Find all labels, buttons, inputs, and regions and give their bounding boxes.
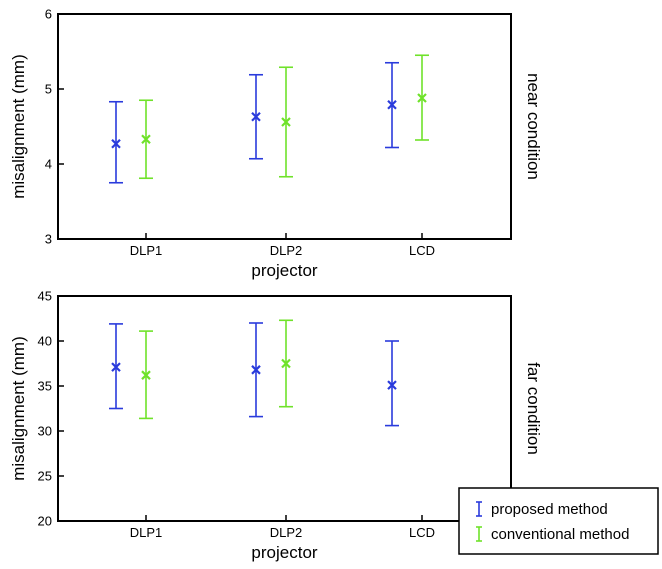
error-bar-point — [249, 322, 263, 418]
mean-marker-stroke-b — [281, 117, 291, 127]
x-tick-label: LCD — [409, 525, 435, 540]
x-tick-label: DLP2 — [270, 243, 303, 258]
mean-marker-stroke-b — [281, 358, 291, 369]
y-tick-label: 5 — [45, 82, 52, 97]
mean-marker-stroke-b — [417, 93, 427, 103]
y-tick-label: 35 — [38, 379, 52, 394]
x-tick-label: DLP1 — [130, 243, 163, 258]
mean-marker-stroke-b — [141, 134, 151, 145]
x-tick-label: DLP2 — [270, 525, 303, 540]
mean-marker-stroke-b — [387, 380, 397, 390]
x-tick-label: LCD — [409, 243, 435, 258]
error-bar-point — [249, 73, 263, 160]
mean-marker-stroke-b — [111, 362, 121, 372]
error-bar-point — [139, 330, 153, 420]
error-bar-point — [415, 54, 429, 141]
error-bar-point — [385, 340, 399, 427]
chart-panel-2: 20 25 30 35 40 45 DLP1 DLP2 LCD projector misalign… — [9, 289, 543, 563]
mean-marker-stroke-b — [387, 99, 397, 110]
y-tick-label: 45 — [38, 289, 52, 304]
error-bar-point — [109, 100, 123, 184]
mean-marker-stroke-b — [111, 138, 121, 149]
mean-marker-stroke-b — [251, 365, 261, 375]
y-tick-label: 30 — [38, 424, 52, 439]
condition-label: far condition — [524, 362, 543, 455]
y-tick-label: 25 — [38, 469, 52, 484]
y-axis-label: misalignment (mm) — [9, 54, 28, 199]
error-bar-point — [139, 99, 153, 180]
legend-item: conventional method — [476, 526, 629, 543]
error-bar-point — [279, 66, 293, 178]
x-axis-label: projector — [251, 543, 317, 562]
x-tick-label: DLP1 — [130, 525, 163, 540]
y-tick-label: 20 — [38, 514, 52, 529]
legend-box — [458, 487, 659, 555]
y-axis-label: misalignment (mm) — [9, 336, 28, 481]
y-tick-label: 40 — [38, 334, 52, 349]
legend-label: conventional method — [491, 526, 629, 543]
legend-item: proposed method — [476, 501, 608, 518]
legend-label: proposed method — [491, 501, 608, 518]
mean-marker-stroke-b — [251, 111, 261, 122]
plot-frame — [57, 295, 512, 522]
error-bar-point — [109, 323, 123, 410]
y-tick-label: 3 — [45, 232, 52, 247]
plot-frame — [57, 13, 512, 240]
y-tick-label: 4 — [45, 157, 52, 172]
condition-label: near condition — [524, 73, 543, 180]
x-axis-label: projector — [251, 261, 317, 280]
legend: proposed method conventional method — [458, 487, 659, 555]
error-bar-point — [279, 319, 293, 408]
y-tick-label: 6 — [45, 7, 52, 22]
mean-marker-stroke-b — [141, 370, 151, 380]
chart-panel-1: 3 4 5 6 DLP1 DLP2 LCD projector misalignment (mm… — [9, 7, 543, 281]
error-bar-point — [385, 61, 399, 149]
